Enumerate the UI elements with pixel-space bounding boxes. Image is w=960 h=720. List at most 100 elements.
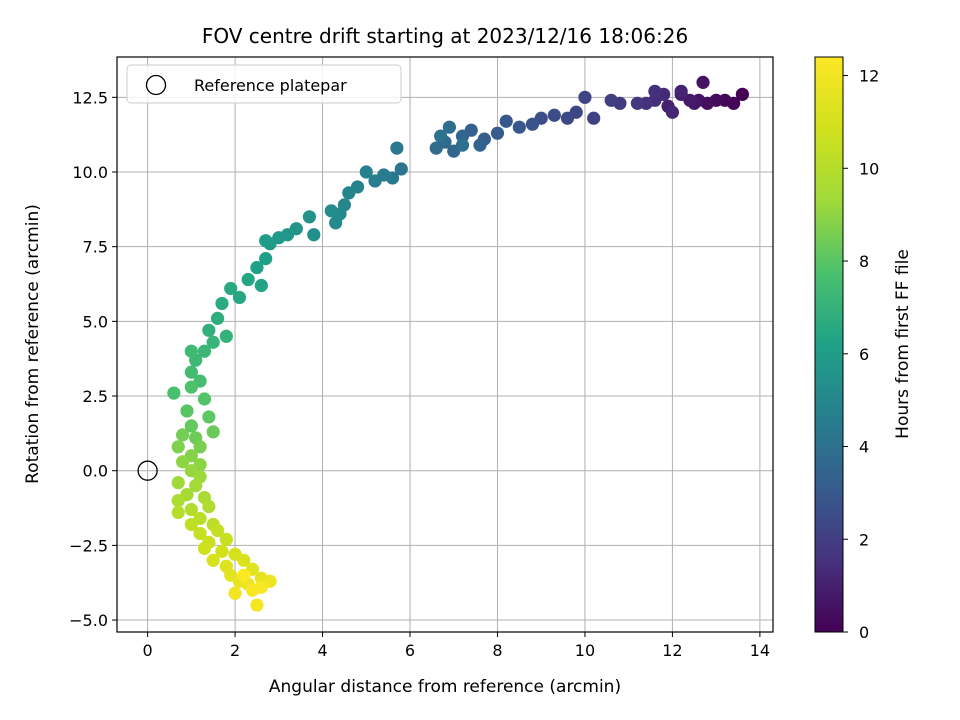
data-point: [206, 425, 220, 439]
data-point: [735, 87, 749, 101]
data-point: [307, 228, 321, 242]
data-point: [254, 278, 268, 293]
data-point: [499, 114, 513, 128]
x-ticks: 0 2 4 6 8 10 12 14: [143, 632, 770, 660]
data-point: [219, 532, 233, 547]
colorbar-tick-label: 2: [859, 530, 869, 549]
data-point: [180, 404, 194, 418]
colorbar-label: Hours from first FF file: [893, 249, 913, 439]
data-point: [442, 120, 456, 134]
data-point: [578, 90, 592, 104]
data-point: [176, 428, 190, 442]
data-point: [171, 440, 185, 454]
colorbar-tick-label: 12: [859, 67, 879, 86]
y-tick-label: 5.0: [83, 312, 108, 331]
colorbar: [814, 56, 844, 633]
x-tick-label: 2: [230, 641, 240, 660]
y-tick-label: 7.5: [83, 238, 108, 257]
data-point: [184, 344, 198, 358]
data-point: [490, 126, 505, 140]
data-point: [329, 216, 343, 230]
colorbar-tick-label: 10: [859, 159, 879, 178]
colorbar-ticks: 0 2 4 6 8 10 12: [843, 67, 879, 642]
data-point: [587, 111, 601, 125]
y-axis-label: Rotation from reference (arcmin): [23, 204, 43, 484]
data-point: [604, 93, 618, 107]
x-tick-label: 4: [317, 641, 327, 660]
legend-reference-marker: [145, 74, 167, 96]
data-point: [241, 272, 255, 287]
data-point: [232, 290, 247, 305]
data-point: [560, 111, 575, 125]
data-point: [184, 380, 198, 394]
data-point: [193, 526, 207, 541]
data-point: [197, 541, 212, 555]
data-point: [648, 84, 662, 98]
reference-marker-layer: [137, 460, 158, 481]
data-point: [259, 252, 273, 266]
legend: Reference platepar: [126, 64, 402, 104]
data-point: [259, 234, 273, 248]
data-point: [206, 553, 220, 567]
data-point: [184, 365, 198, 379]
data-point: [302, 210, 317, 224]
y-tick-label: 12.5: [72, 88, 108, 107]
data-point: [171, 505, 185, 520]
data-point: [184, 502, 198, 517]
data-point: [368, 174, 382, 188]
data-point: [224, 281, 238, 296]
colorbar-tick-label: 0: [859, 623, 869, 642]
data-point: [202, 323, 216, 337]
data-point: [359, 165, 373, 179]
data-point: [547, 108, 561, 122]
data-point: [228, 586, 242, 600]
data-point: [512, 120, 526, 134]
data-point: [525, 117, 540, 131]
data-point: [237, 553, 251, 567]
y-tick-label: 2.5: [83, 387, 108, 406]
data-point: [184, 419, 198, 433]
data-point: [250, 598, 264, 612]
data-point: [189, 479, 203, 493]
colorbar-tick-label: 6: [859, 345, 869, 364]
data-point: [171, 476, 185, 490]
data-point: [210, 523, 225, 538]
x-tick-label: 14: [750, 641, 770, 660]
data-point: [324, 204, 338, 218]
data-point: [197, 392, 212, 406]
data-point: [210, 311, 225, 325]
data-point: [630, 96, 645, 110]
data-point: [202, 499, 216, 514]
data-point: [167, 386, 181, 400]
data-point: [237, 568, 251, 582]
x-axis-label: Angular distance from reference (arcmin): [269, 677, 621, 697]
data-point: [665, 105, 680, 119]
data-point: [455, 138, 470, 152]
y-tick-label: 0.0: [83, 462, 108, 481]
data-point: [434, 129, 448, 143]
y-ticks: −5.0 −2.5 0.0 2.5 5.0 7.5 10.0 12.5: [69, 88, 117, 630]
data-point: [250, 260, 264, 275]
x-tick-label: 0: [143, 641, 153, 660]
data-point: [197, 344, 212, 358]
reference-platepar-marker: [137, 460, 158, 481]
data-point: [390, 141, 404, 155]
y-tick-label: −5.0: [69, 611, 108, 630]
data-point: [473, 138, 487, 152]
data-point: [193, 440, 207, 454]
legend-entry-reference-platepar: Reference platepar: [194, 76, 347, 95]
legend-box: [126, 64, 402, 104]
data-point: [674, 84, 688, 98]
data-point: [184, 517, 198, 532]
chart-title: FOV centre drift starting at 2023/12/16 …: [202, 24, 688, 48]
data-point: [171, 493, 185, 508]
data-point: [429, 141, 443, 155]
scatter-points: [167, 75, 749, 612]
data-point: [245, 583, 260, 597]
y-tick-label: 10.0: [72, 163, 108, 182]
grid-lines: [117, 57, 773, 632]
data-point: [696, 75, 710, 89]
data-point: [176, 455, 190, 469]
data-point: [394, 162, 408, 176]
